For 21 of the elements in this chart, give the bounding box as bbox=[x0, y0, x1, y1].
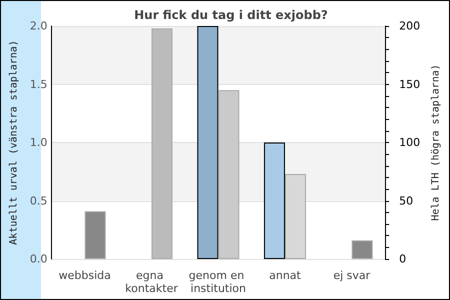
y2-tick-label: 50 bbox=[399, 194, 414, 208]
x-tick-label: genom en institution bbox=[188, 269, 248, 295]
x-tick-label: egna kontakter bbox=[125, 269, 178, 295]
x-tick-label: ej svar bbox=[333, 269, 371, 282]
y-axis-title: Aktuellt urval (vänstra staplarna) bbox=[8, 40, 20, 245]
y2-axis-title: Hela LTH (högra staplarna) bbox=[430, 64, 442, 221]
y-tick-label: 0.5 bbox=[30, 194, 48, 208]
y2-tick-label: 0 bbox=[399, 252, 406, 266]
x-tick-label: webbsida bbox=[58, 269, 111, 282]
chart-title: Hur fick du tag i ditt exjobb? bbox=[134, 8, 328, 22]
bar bbox=[152, 28, 173, 259]
y2-tick-label: 100 bbox=[399, 136, 420, 149]
y-tick-label: 2.0 bbox=[30, 20, 48, 32]
y2-tick-label: 200 bbox=[399, 20, 420, 32]
y-tick-label: 1.5 bbox=[30, 78, 48, 91]
x-tick-label: annat bbox=[269, 269, 302, 282]
bar bbox=[352, 240, 373, 259]
y-tick-label: 0.0 bbox=[30, 252, 48, 266]
bar bbox=[84, 211, 106, 259]
y2-tick-label: 150 bbox=[399, 78, 420, 91]
y-tick-label: 1.0 bbox=[30, 136, 48, 149]
